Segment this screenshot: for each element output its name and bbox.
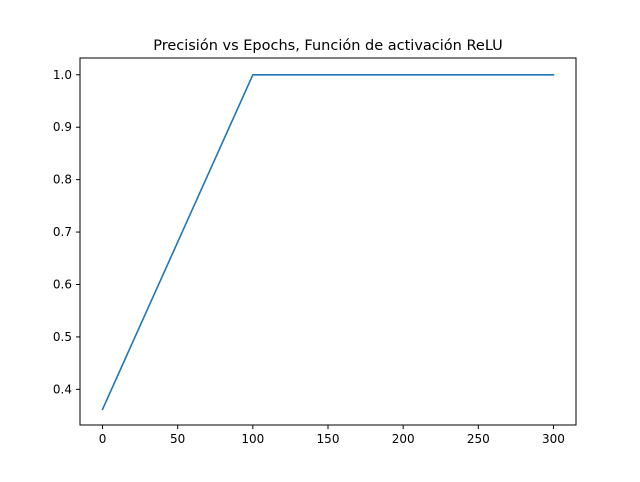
x-axis: 0 50 100 150 200 250 300 xyxy=(99,425,565,446)
y-tick-label: 0.7 xyxy=(53,225,72,239)
x-tick-label: 50 xyxy=(170,432,185,446)
x-tick-label: 100 xyxy=(241,432,264,446)
plot-area xyxy=(101,73,555,411)
y-tick-label: 1.0 xyxy=(53,68,72,82)
x-tick-label: 300 xyxy=(542,432,565,446)
x-tick-label: 0 xyxy=(99,432,107,446)
y-tick-label: 0.8 xyxy=(53,173,72,187)
x-tick-label: 250 xyxy=(467,432,490,446)
x-tick-label: 150 xyxy=(317,432,340,446)
chart-title: Precisión vs Epochs, Función de activaci… xyxy=(153,38,503,54)
y-tick-label: 0.4 xyxy=(53,382,72,396)
axes-frame xyxy=(79,57,577,426)
y-tick-label: 0.9 xyxy=(53,120,72,134)
x-tick-label: 200 xyxy=(392,432,415,446)
y-tick-label: 0.5 xyxy=(53,330,72,344)
y-axis: 0.4 0.5 0.6 0.7 0.8 0.9 1.0 xyxy=(53,68,80,396)
series-line-0 xyxy=(101,73,555,411)
y-tick-label: 0.6 xyxy=(53,277,72,291)
